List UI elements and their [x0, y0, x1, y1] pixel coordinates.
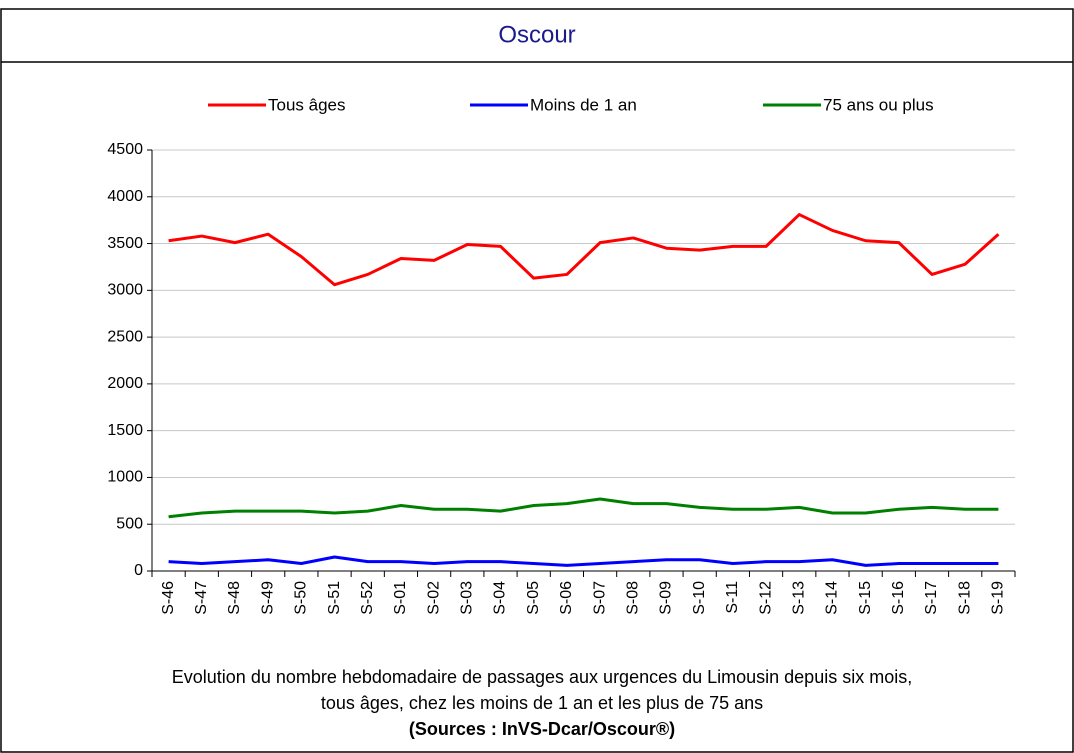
- y-tick-label: 3500: [107, 235, 143, 252]
- caption: Evolution du nombre hebdomadaire de pass…: [172, 667, 912, 687]
- x-tick-label: S-52: [359, 581, 376, 615]
- x-tick-label: S-14: [824, 581, 841, 615]
- x-tick-label: S-04: [492, 581, 509, 615]
- x-tick-label: S-19: [990, 581, 1007, 615]
- x-tick-label: S-08: [625, 581, 642, 615]
- x-tick-label: S-16: [890, 581, 907, 615]
- y-tick-label: 2000: [107, 375, 143, 392]
- x-tick-label: S-10: [691, 581, 708, 615]
- x-tick-label: S-46: [160, 581, 177, 615]
- legend-label: Moins de 1 an: [530, 95, 637, 114]
- y-tick-label: 3000: [107, 282, 143, 299]
- x-tick-label: S-03: [459, 581, 476, 615]
- x-tick-label: S-48: [226, 581, 243, 615]
- y-tick-label: 1000: [107, 469, 143, 486]
- y-tick-label: 1500: [107, 422, 143, 439]
- x-tick-label: S-12: [757, 581, 774, 615]
- legend-label: 75 ans ou plus: [823, 95, 934, 114]
- series-line: [168, 555, 999, 567]
- chart-title: Oscour: [498, 21, 575, 48]
- x-tick-label: S-01: [392, 581, 409, 615]
- y-tick-label: 2500: [107, 328, 143, 345]
- x-tick-label: S-18: [956, 581, 973, 615]
- x-tick-label: S-02: [425, 581, 442, 615]
- x-tick-label: S-11: [724, 581, 741, 614]
- y-tick-label: 4500: [107, 141, 143, 158]
- x-tick-label: S-17: [923, 581, 940, 615]
- x-tick-label: S-49: [259, 581, 276, 615]
- y-tick-label: 4000: [107, 188, 143, 205]
- y-tick-label: 0: [134, 562, 143, 579]
- series-line: [168, 497, 999, 519]
- y-tick-label: 500: [116, 515, 143, 532]
- x-tick-label: S-09: [658, 581, 675, 615]
- x-tick-label: S-06: [558, 581, 575, 615]
- x-tick-label: S-47: [193, 581, 210, 615]
- x-tick-label: S-07: [591, 581, 608, 615]
- frame: [0, 8, 1074, 753]
- series-line: [168, 213, 1000, 287]
- caption: tous âges, chez les moins de 1 an et les…: [321, 693, 763, 713]
- legend-label: Tous âges: [268, 95, 346, 114]
- x-tick-label: S-05: [525, 581, 542, 615]
- x-tick-label: S-50: [293, 581, 310, 615]
- x-tick-label: S-13: [790, 581, 807, 615]
- x-tick-label: S-15: [857, 581, 874, 615]
- source: (Sources : InVS-Dcar/Oscour®): [409, 719, 675, 739]
- x-tick-label: S-51: [326, 581, 343, 615]
